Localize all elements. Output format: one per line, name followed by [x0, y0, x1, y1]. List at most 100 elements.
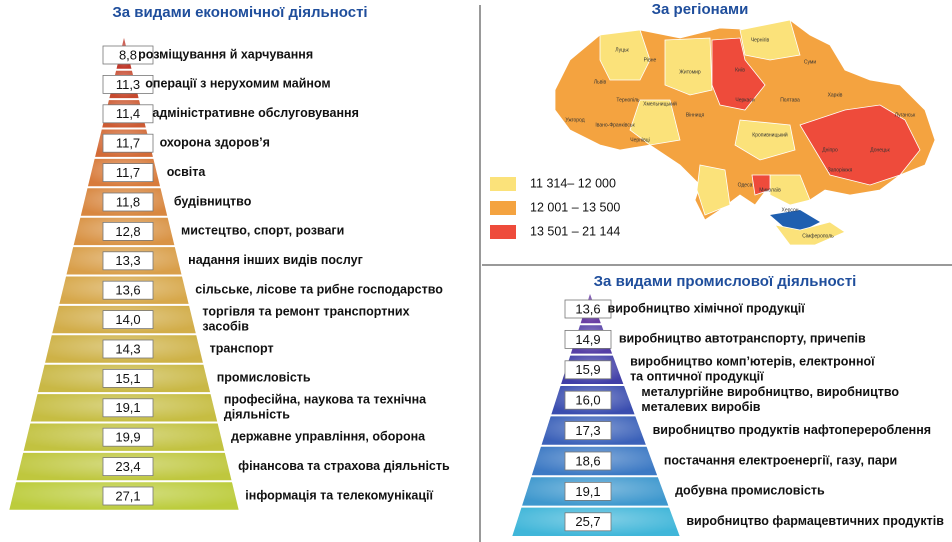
item-label: засобів: [202, 319, 249, 333]
value: 18,6: [575, 453, 600, 468]
item-label: транспорт: [210, 341, 274, 355]
item-label: виробництво комп’ютерів, електронної: [630, 355, 875, 369]
city-label: Тернопіль: [616, 97, 640, 103]
city-label: Запоріжжя: [828, 167, 853, 173]
value-box: [102, 192, 154, 212]
city-label: Полтава: [780, 97, 800, 103]
value-box: [102, 427, 154, 447]
legend-swatch: [490, 177, 516, 191]
item-label: сільське, лісове та рибне господарство: [195, 282, 443, 296]
value-box: [102, 163, 154, 183]
value-box: [564, 390, 612, 410]
item-label: виробництво автотранспорту, причепів: [619, 332, 866, 346]
value-box: [102, 339, 154, 359]
value: 13,6: [575, 301, 600, 316]
city-label: Донецьк: [870, 147, 890, 153]
item-label: виробництво хімічної продукції: [608, 301, 806, 315]
city-label: Сімферополь: [802, 233, 834, 239]
value-box: [102, 45, 154, 65]
city-label: Дніпро: [822, 147, 838, 153]
value-box: [102, 104, 154, 124]
value-box: [564, 451, 612, 471]
city-label: Вінниця: [686, 112, 705, 118]
value: 11,8: [116, 194, 140, 209]
value: 19,9: [115, 430, 140, 445]
value: 25,7: [575, 514, 600, 529]
city-label: Кропивницький: [752, 131, 788, 138]
title: За видами промислової діяльності: [594, 273, 857, 290]
value-box: [564, 299, 612, 319]
city-label: Суми: [804, 59, 816, 65]
item-label: торгівля та ремонт транспортних: [202, 304, 409, 318]
value-box: [564, 481, 612, 501]
title: За видами економічної діяльності: [112, 4, 367, 21]
city-label: Львів: [594, 79, 607, 85]
value-box: [102, 398, 154, 418]
item-label: охорона здоров’я: [160, 135, 270, 149]
map: [554, 19, 936, 246]
city-label: Київ: [735, 67, 745, 73]
value-box: [102, 457, 154, 477]
value: 11,4: [116, 106, 140, 121]
value: 11,7: [116, 136, 140, 151]
value: 8,8: [119, 47, 137, 62]
city-label: Харків: [828, 92, 843, 98]
item-label: промисловість: [217, 371, 311, 385]
item-label: будівництво: [174, 194, 252, 208]
item-label: діяльність: [224, 408, 290, 422]
value: 14,0: [115, 312, 140, 327]
city-label: Чернівці: [630, 137, 649, 143]
city-label: Івано-Франківськ: [595, 122, 635, 128]
value: 12,8: [115, 224, 140, 239]
legend-swatch: [490, 201, 516, 215]
item-label: металургійне виробництво, виробництво: [641, 385, 899, 399]
city-label: Одеса: [738, 182, 753, 188]
value: 15,9: [575, 362, 600, 377]
value-box: [102, 486, 154, 506]
value: 19,1: [115, 400, 140, 415]
value-box: [102, 310, 154, 330]
city-label: Хмельницький: [643, 100, 677, 107]
value-box: [564, 512, 612, 532]
value-box: [102, 280, 154, 300]
value-box: [564, 329, 612, 349]
legend-label: 12 001 – 13 500: [530, 200, 620, 214]
value-box: [102, 221, 154, 241]
item-label: постачання електроенергії, газу, пари: [664, 453, 897, 467]
item-label: виробництво фармацевтичних продуктів: [686, 514, 944, 528]
city-label: Чернігів: [751, 37, 770, 43]
value: 23,4: [115, 459, 140, 474]
item-label: металевих виробів: [641, 400, 760, 414]
item-label: освіта: [167, 165, 207, 179]
city-label: Луцьк: [615, 47, 629, 53]
city-label: Рівне: [644, 57, 657, 63]
value: 11,7: [116, 165, 140, 180]
value: 27,1: [115, 488, 140, 503]
value: 11,3: [116, 77, 140, 92]
city-label: Херсон: [782, 207, 799, 213]
item-label: мистецтво, спорт, розваги: [181, 224, 344, 238]
city-label: Луганськ: [895, 112, 916, 118]
value-box: [564, 360, 612, 380]
city-label: Черкаси: [735, 97, 754, 103]
value: 13,3: [115, 253, 140, 268]
value-box: [564, 421, 612, 441]
value: 15,1: [115, 371, 140, 386]
value: 13,6: [115, 283, 140, 298]
item-label: інформація та телекомунікації: [245, 488, 433, 502]
value-box: [102, 251, 154, 271]
value: 19,1: [575, 484, 600, 499]
value: 14,3: [115, 341, 140, 356]
title: За регіонами: [652, 1, 749, 18]
city-label: Миколаїв: [759, 187, 781, 193]
item-label: та оптичної продукції: [630, 370, 764, 384]
item-label: добувна промисловість: [675, 484, 825, 498]
city-label: Житомир: [679, 69, 701, 75]
value-box: [102, 368, 154, 388]
item-label: професійна, наукова та технічна: [224, 393, 427, 407]
item-label: фінансова та страхова діяльність: [238, 459, 450, 473]
value-box: [102, 75, 154, 94]
legend-swatch: [490, 225, 516, 239]
